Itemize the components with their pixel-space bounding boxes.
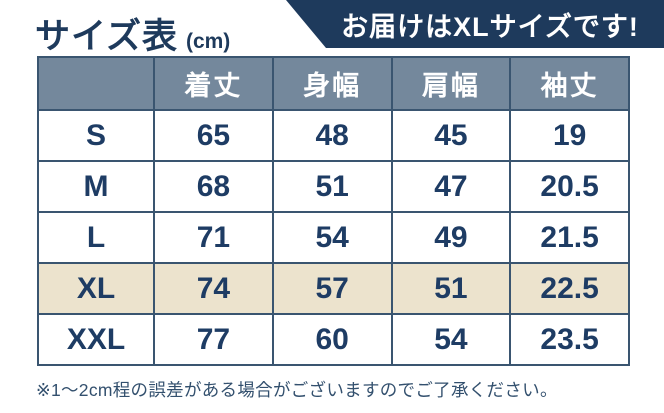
table-row-xl-highlighted: XL 74 57 51 22.5 — [37, 262, 630, 315]
cell-value: 57 — [271, 262, 393, 315]
header-cell-sleeve-length: 袖丈 — [509, 56, 630, 111]
header-cell-shoulder-width: 肩幅 — [390, 56, 512, 111]
cell-value: 21.5 — [509, 211, 630, 264]
table-row-xxl: XXL 77 60 54 23.5 — [37, 313, 630, 366]
cell-value: 77 — [153, 313, 274, 366]
cell-value: 20.5 — [509, 160, 630, 213]
cell-value: 68 — [153, 160, 274, 213]
cell-value: 54 — [271, 211, 393, 264]
delivery-size-banner: お届けはXLサイズです! — [286, 0, 664, 48]
header-row: 着丈 身幅 肩幅 袖丈 — [37, 56, 630, 111]
tolerance-footnote: ※1〜2cm程の誤差がある場合がございますのでご了承ください。 — [36, 380, 558, 400]
table-row-l: L 71 54 49 21.5 — [37, 211, 630, 264]
table-row-s: S 65 48 45 19 — [37, 109, 630, 162]
size-label: L — [37, 211, 155, 264]
delivery-size-banner-text: お届けはXLサイズです! — [341, 11, 639, 42]
table-row-m: M 68 51 47 20.5 — [37, 160, 630, 213]
size-table-header: 着丈 身幅 肩幅 袖丈 — [37, 56, 630, 111]
size-label: S — [37, 109, 155, 162]
cell-value: 51 — [271, 160, 393, 213]
cell-value: 19 — [509, 109, 630, 162]
cell-value: 48 — [271, 109, 393, 162]
cell-value: 47 — [390, 160, 512, 213]
cell-value: 22.5 — [509, 262, 630, 315]
page-title: サイズ表 (cm) — [35, 8, 230, 59]
header-cell-size — [37, 56, 155, 111]
size-chart-title: サイズ表 — [35, 17, 178, 56]
cell-value: 51 — [390, 262, 512, 315]
size-label: M — [37, 160, 155, 213]
cell-value: 54 — [390, 313, 512, 366]
header-cell-length: 着丈 — [153, 56, 274, 111]
size-chart-unit: (cm) — [185, 30, 231, 53]
cell-value: 60 — [271, 313, 393, 366]
size-table: 着丈 身幅 肩幅 袖丈 S 65 48 45 19 M 68 51 47 20.… — [37, 56, 630, 366]
cell-value: 49 — [390, 211, 512, 264]
size-label: XXL — [37, 313, 155, 366]
size-table-body: S 65 48 45 19 M 68 51 47 20.5 L 71 54 49… — [37, 109, 630, 366]
cell-value: 45 — [390, 109, 512, 162]
cell-value: 74 — [153, 262, 274, 315]
cell-value: 65 — [153, 109, 274, 162]
cell-value: 23.5 — [509, 313, 630, 366]
header-cell-body-width: 身幅 — [271, 56, 393, 111]
size-label: XL — [37, 262, 155, 315]
cell-value: 71 — [153, 211, 274, 264]
